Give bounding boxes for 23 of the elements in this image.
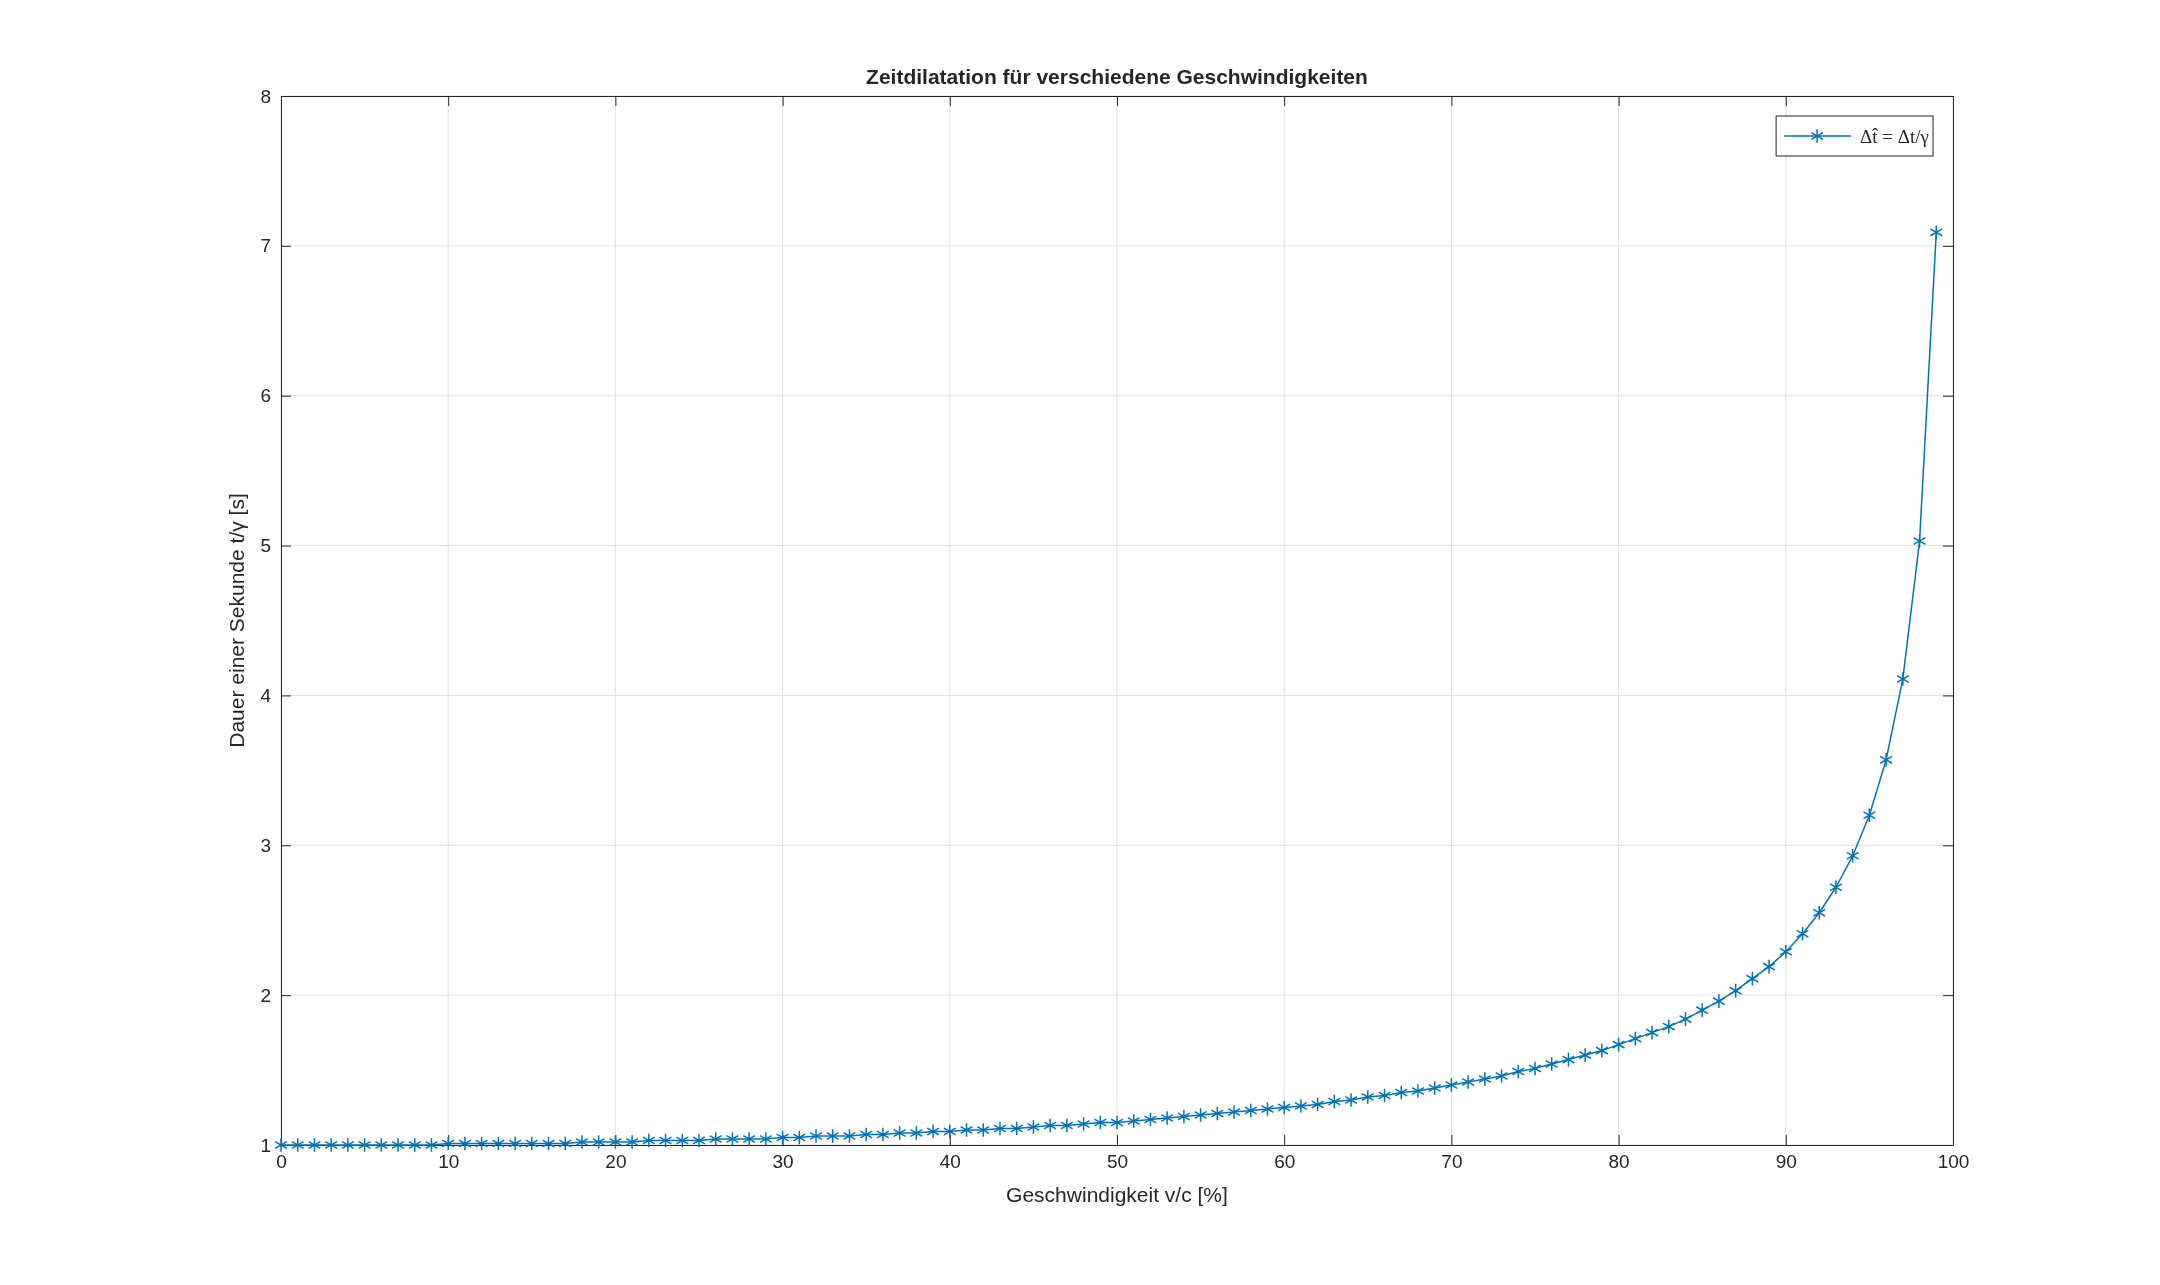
x-tick-label: 10 [438,1151,460,1173]
y-tick-label: 8 [260,85,271,107]
y-tick-label: 7 [260,235,271,257]
y-tick-label: 1 [260,1134,271,1156]
x-tick-label: 0 [276,1151,287,1173]
chart-title: Zeitdilatation für verschiedene Geschwindigkeiten [866,65,1368,88]
x-tick-label: 40 [939,1151,961,1173]
x-tick-label: 80 [1608,1151,1630,1173]
y-tick-label: 2 [260,984,271,1006]
y-tick-label: 3 [260,834,271,856]
x-tick-label: 20 [605,1151,627,1173]
x-tick-label: 70 [1441,1151,1463,1173]
x-tick-label: 60 [1274,1151,1296,1173]
x-axis-title: Geschwindigkeit v/c [%] [1006,1183,1228,1206]
x-tick-label: 100 [1937,1151,1970,1173]
x-tick-label: 50 [1106,1151,1129,1173]
x-tick-label: 30 [772,1151,794,1173]
y-tick-label: 5 [260,535,271,557]
y-axis-title: Dauer einer Sekunde t/γ [s] [225,493,248,748]
legend-label: Δt̂ = Δt/γ [1860,125,1929,147]
y-tick-label: 6 [260,385,271,407]
y-tick-label: 4 [260,685,272,707]
x-tick-label: 90 [1775,1151,1797,1173]
